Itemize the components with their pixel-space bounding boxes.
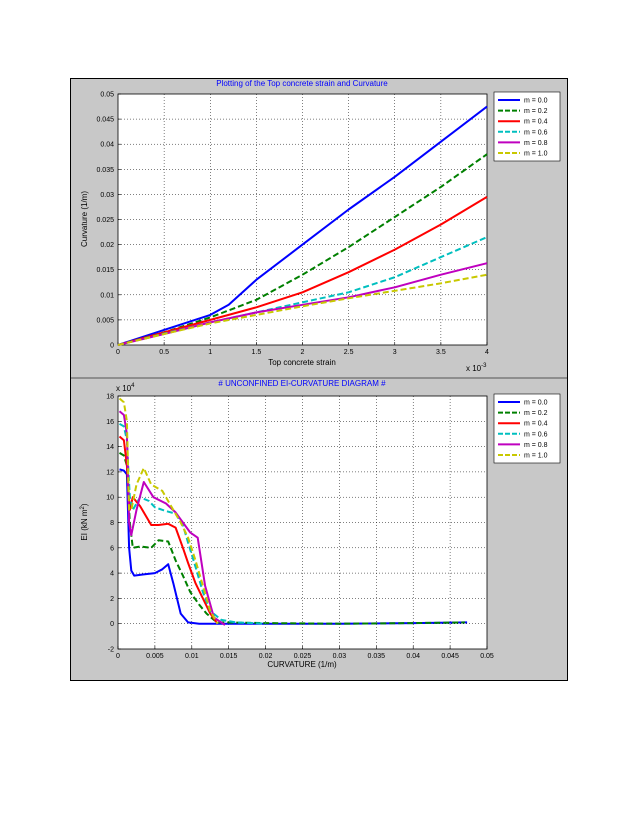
x-tick-label: 0.015 [220, 653, 238, 660]
legend-label: m = 0.6 [524, 129, 548, 136]
legend-entries: m = 0.0 m = 0.2 m = 0.4 m = 0.6 m = 0.8 m = 1… [498, 98, 548, 158]
x-tick-label: 1.5 [252, 349, 262, 356]
series-line-10 [118, 397, 219, 625]
figure-canvas: Plotting of the Top concrete strain and … [71, 79, 567, 669]
x-tick-label: 0.04 [406, 653, 420, 660]
legend-box [493, 91, 561, 162]
figure-window: Plotting of the Top concrete strain and … [70, 78, 568, 681]
x-tick-label: 0.02 [259, 653, 273, 660]
chart-title: # UNCONFINED EI-CURVATURE DIAGRAM # [218, 379, 386, 388]
legend-entries: m = 0.0 m = 0.2 m = 0.4 m = 0.6 m = 0.8 m = 1… [498, 400, 548, 460]
y-tick-label: 10 [106, 495, 114, 502]
ei-curvature-chart: # UNCONFINED EI-CURVATURE DIAGRAM # 0 0.0… [80, 379, 561, 669]
x-tick-label: 0.01 [185, 653, 199, 660]
series-group [118, 397, 468, 626]
y-tick-label: 0.045 [96, 117, 114, 124]
legend-label: m = 0.8 [524, 140, 548, 147]
series-line-04 [117, 196, 488, 346]
y-tick-label: 0.01 [100, 292, 114, 299]
x-tick-label: 0 [116, 653, 120, 660]
legend-label: m = 0.8 [524, 442, 548, 449]
y-tick-label: 0.02 [100, 242, 114, 249]
x-tick-label: 0.5 [159, 349, 169, 356]
y-tick-label: 18 [106, 394, 114, 401]
x-axis-label: Top concrete strain [268, 358, 336, 367]
x-tick-label: 0.045 [441, 653, 459, 660]
legend-label: m = 0.4 [524, 119, 548, 126]
y-tick-label: 12 [106, 469, 114, 476]
x-axis-label: CURVATURE (1/m) [267, 660, 337, 669]
legend-label: m = 1.0 [524, 453, 548, 460]
y-tick-label: 0.015 [96, 267, 114, 274]
y-tick-labels: -2 0 2 4 6 8 10 12 14 16 18 [106, 394, 114, 654]
x-tick-label: 3 [393, 349, 397, 356]
x-tick-label: 1 [208, 349, 212, 356]
y-multiplier-exponent: 4 [131, 383, 135, 389]
y-tick-label: 2 [110, 596, 114, 603]
y-multiplier-label: x 104 [116, 383, 135, 393]
x-tick-labels: 0 0.005 0.01 0.015 0.02 0.025 0.03 0.035 0.04 0.0… [116, 653, 494, 660]
legend-label: m = 0.4 [524, 421, 548, 428]
x-multiplier-exponent: -3 [481, 363, 487, 369]
y-tick-label: 0.005 [96, 317, 114, 324]
y-tick-label: 6 [110, 545, 114, 552]
x-tick-label: 0.03 [333, 653, 347, 660]
x-tick-label: 4 [485, 349, 489, 356]
legend-box [493, 393, 561, 464]
y-tick-label: 0.04 [100, 142, 114, 149]
y-axis-label-main: EI (kN m [80, 509, 89, 540]
legend-label: m = 1.0 [524, 151, 548, 158]
x-tick-label: 0.025 [294, 653, 312, 660]
y-axis-label: EI (kN m2) [80, 503, 89, 540]
y-axis-label: Curvature (1/m) [80, 191, 89, 247]
legend-label: m = 0.0 [524, 400, 548, 407]
strain-curvature-chart: Plotting of the Top concrete strain and … [80, 79, 561, 373]
y-tick-label: 0.03 [100, 192, 114, 199]
x-tick-label: 3.5 [436, 349, 446, 356]
y-tick-label: 14 [106, 444, 114, 451]
series-line-10 [117, 273, 488, 346]
x-multiplier-label: x 10-3 [466, 363, 487, 373]
legend: m = 0.0 m = 0.2 m = 0.4 m = 0.6 m = 0.8 m = 1… [493, 393, 561, 464]
x-tick-label: 2.5 [344, 349, 354, 356]
y-tick-label: 0 [110, 621, 114, 628]
y-multiplier-base: x 10 [116, 384, 132, 393]
y-tick-label: 0 [110, 343, 114, 350]
y-tick-label: 16 [106, 419, 114, 426]
legend-label: m = 0.2 [524, 108, 548, 115]
y-tick-label: -2 [108, 647, 114, 654]
y-axis-label-end: ) [80, 503, 89, 506]
grid-lines [117, 395, 488, 650]
legend-label: m = 0.6 [524, 431, 548, 438]
x-tick-label: 0 [116, 349, 120, 356]
legend: m = 0.0 m = 0.2 m = 0.4 m = 0.6 m = 0.8 m = 1… [493, 91, 561, 162]
y-tick-labels: 0 0.005 0.01 0.015 0.02 0.025 0.03 0.035 0.04 0.0… [96, 92, 114, 350]
legend-label: m = 0.2 [524, 410, 548, 417]
y-tick-label: 4 [110, 571, 114, 578]
y-axis-label-sup: 2 [80, 505, 86, 509]
x-tick-label: 0.005 [146, 653, 164, 660]
x-multiplier-base: x 10 [466, 364, 482, 373]
y-tick-label: 8 [110, 520, 114, 527]
x-tick-labels: 0 0.5 1 1.5 2 2.5 3 3.5 4 [116, 349, 489, 356]
x-tick-label: 0.05 [480, 653, 494, 660]
grid-lines [117, 93, 488, 346]
series-group [117, 105, 488, 346]
y-tick-label: 0.035 [96, 167, 114, 174]
x-tick-label: 0.035 [368, 653, 386, 660]
series-line-00 [117, 105, 488, 346]
y-tick-label: 0.05 [100, 92, 114, 99]
legend-label: m = 0.0 [524, 98, 548, 105]
chart-title: Plotting of the Top concrete strain and … [216, 79, 388, 88]
x-tick-label: 2 [301, 349, 305, 356]
y-tick-label: 0.025 [96, 217, 114, 224]
